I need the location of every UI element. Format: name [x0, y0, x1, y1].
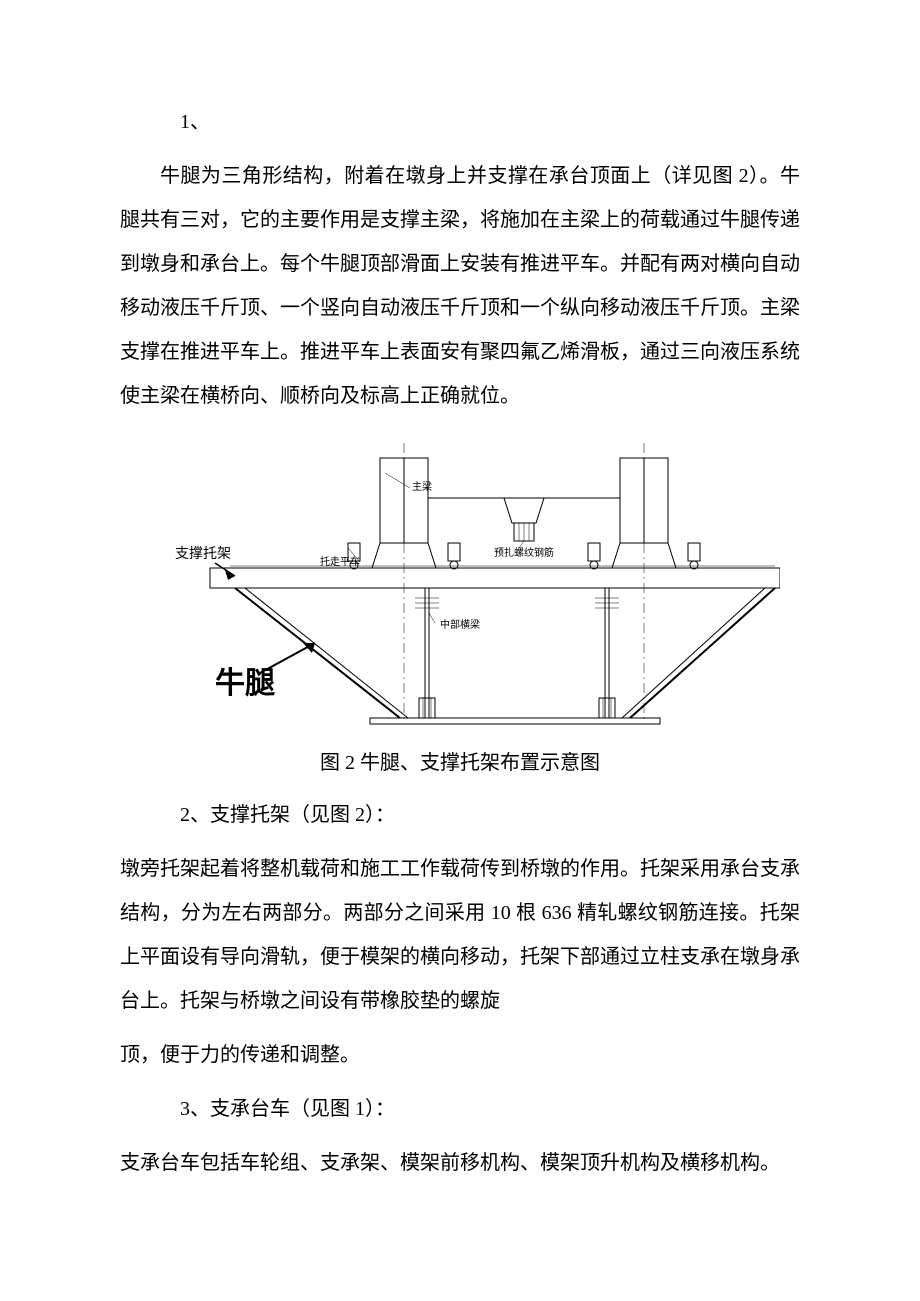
figure-2-caption: 图 2 牛腿、支撑托架布置示意图	[120, 743, 800, 783]
section-2-paragraph-a: 墩旁托架起着将整机载荷和施工工作载荷传到桥墩的作用。托架采用承台支承结构，分为左…	[120, 847, 800, 1023]
section-2-paragraph-b: 顶，便于力的传递和调整。	[120, 1033, 800, 1077]
svg-text:牛腿: 牛腿	[215, 667, 275, 700]
figure-2: 主梁托走平车 预扎螺纹钢筋中部横梁 支撑托架牛腿	[120, 428, 800, 738]
svg-text:预扎螺纹钢筋: 预扎螺纹钢筋	[494, 546, 554, 559]
figure-2-svg: 主梁托走平车 预扎螺纹钢筋中部横梁 支撑托架牛腿	[140, 428, 780, 738]
section-2-number: 2、支撑托架（见图 2）：	[180, 793, 800, 837]
svg-text:支撑托架: 支撑托架	[175, 546, 231, 562]
svg-text:中部横梁: 中部横梁	[440, 618, 480, 631]
svg-text:托走平车: 托走平车	[320, 555, 360, 568]
section-1-paragraph: 牛腿为三角形结构，附着在墩身上并支撑在承台顶面上（详见图 2）。牛腿共有三对，它…	[120, 154, 800, 418]
section-3-number: 3、支承台车（见图 1）：	[180, 1087, 800, 1131]
page: 1、 牛腿为三角形结构，附着在墩身上并支撑在承台顶面上（详见图 2）。牛腿共有三…	[0, 0, 920, 1255]
section-3-paragraph: 支承台车包括车轮组、支承架、模架前移机构、模架顶升机构及横移机构。	[120, 1141, 800, 1185]
section-1-number: 1、	[180, 100, 800, 144]
svg-text:主梁: 主梁	[412, 480, 432, 493]
